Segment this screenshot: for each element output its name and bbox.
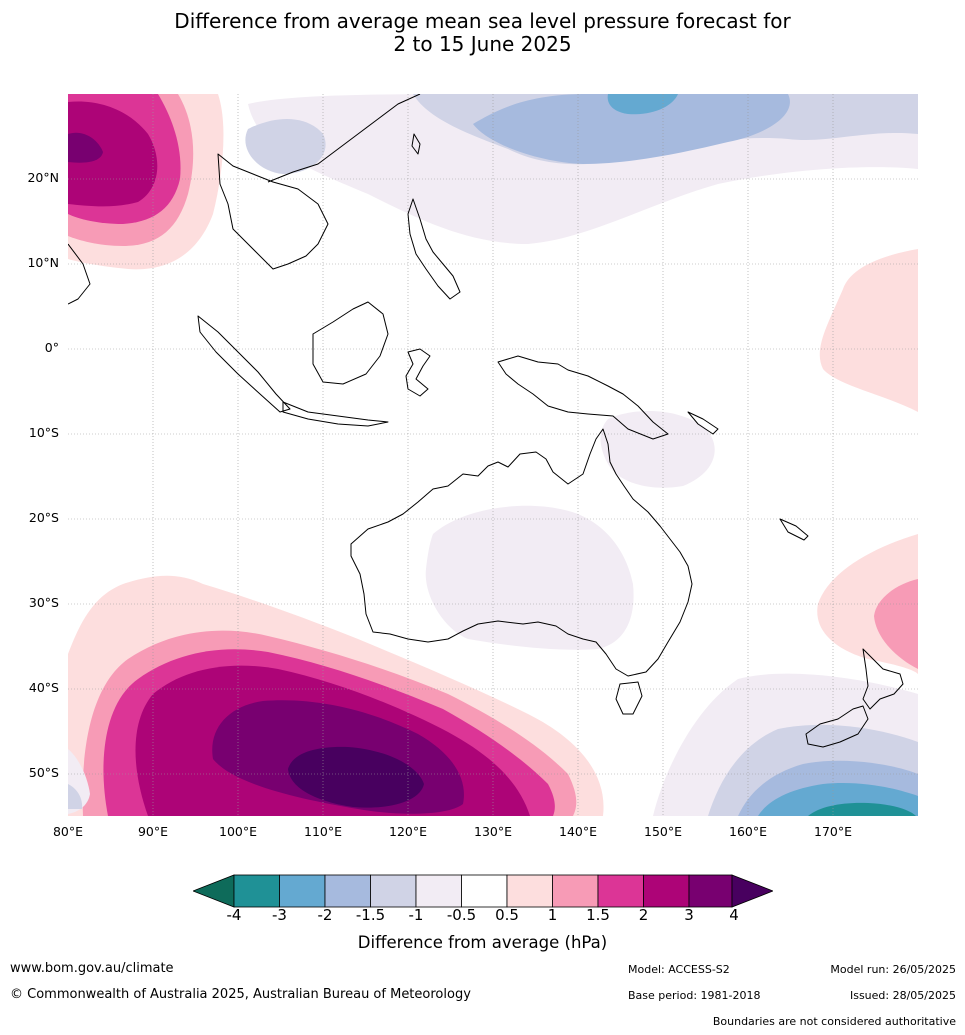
east-positive-anomaly — [820, 249, 918, 412]
colour-bar-segment — [689, 875, 732, 907]
lon-label-120e: 120°E — [389, 824, 427, 839]
lon-label-110e: 110°E — [304, 824, 342, 839]
colour-bar-min-arrow — [193, 875, 234, 907]
lon-label-160e: 160°E — [729, 824, 767, 839]
lat-label-40s: 40°S — [29, 680, 59, 695]
boundaries-disclaimer: Boundaries are not considered authoritat… — [713, 1015, 956, 1028]
copyright-text: © Commonwealth of Australia 2025, Austra… — [10, 987, 471, 1002]
java-coastline — [283, 402, 388, 426]
lon-label-140e: 140°E — [559, 824, 597, 839]
map-title: Difference from average mean sea level p… — [0, 10, 965, 56]
colour-bar-tick: -3 — [272, 906, 287, 924]
pressure-anomaly-map — [68, 94, 918, 816]
colour-bar-segment — [644, 875, 690, 907]
northern-negative-anomaly — [245, 94, 918, 244]
lon-label-130e: 130°E — [474, 824, 512, 839]
colour-bar-segment — [553, 875, 599, 907]
colour-bar-tick: -1 — [409, 906, 424, 924]
colour-bar-segment — [598, 875, 644, 907]
lon-label-90e: 90°E — [138, 824, 168, 839]
colour-bar-tick: 3 — [684, 906, 694, 924]
title-line-2: 2 to 15 June 2025 — [0, 33, 965, 56]
tasmania-coastline — [616, 682, 642, 714]
model-name: Model: ACCESS-S2 — [628, 963, 730, 976]
colour-bar-tick: -4 — [227, 906, 242, 924]
colour-bar-tick: 0.5 — [495, 906, 519, 924]
colour-bar-max-arrow — [732, 875, 773, 907]
colour-bar-segment — [416, 875, 462, 907]
lat-label-0: 0° — [45, 340, 59, 355]
lon-label-150e: 150°E — [644, 824, 682, 839]
colour-bar-tick: -1.5 — [356, 906, 385, 924]
colour-bar-tick: -0.5 — [447, 906, 476, 924]
website-link[interactable]: www.bom.gov.au/climate — [10, 961, 174, 976]
lat-label-20s: 20°S — [29, 510, 59, 525]
colour-bar-segment — [280, 875, 326, 907]
new-caledonia-coastline — [780, 519, 808, 540]
model-run-date: Model run: 26/05/2025 — [830, 963, 956, 976]
lat-label-50s: 50°S — [29, 765, 59, 780]
colour-bar-segment — [462, 875, 508, 907]
lat-label-10n: 10°N — [27, 255, 59, 270]
colour-bar-tick: 1.5 — [586, 906, 610, 924]
colour-bar-label: Difference from average (hPa) — [0, 933, 965, 952]
colour-bar-segment — [371, 875, 417, 907]
colour-bar-segment — [234, 875, 280, 907]
colour-bar-tick: 4 — [729, 906, 739, 924]
borneo-coastline — [313, 302, 388, 384]
sulawesi-coastline — [406, 349, 430, 396]
issued-date: Issued: 28/05/2025 — [850, 989, 956, 1002]
lon-label-100e: 100°E — [219, 824, 257, 839]
lat-label-20n: 20°N — [27, 170, 59, 185]
colour-bar-tick: 2 — [639, 906, 649, 924]
colour-bar — [193, 873, 773, 909]
sumatra-coastline — [198, 316, 290, 412]
lat-label-30s: 30°S — [29, 595, 59, 610]
australia-negative-anomaly — [426, 506, 634, 650]
base-period: Base period: 1981-2018 — [628, 989, 760, 1002]
colour-bar-tick: 1 — [548, 906, 558, 924]
lon-label-170e: 170°E — [814, 824, 852, 839]
colour-bar-segment — [507, 875, 553, 907]
lat-label-10s: 10°S — [29, 425, 59, 440]
title-line-1: Difference from average mean sea level p… — [0, 10, 965, 33]
northwest-positive-anomaly — [68, 94, 223, 269]
colour-bar-segment — [325, 875, 371, 907]
colour-bar-tick: -2 — [318, 906, 333, 924]
lon-label-80e: 80°E — [53, 824, 83, 839]
